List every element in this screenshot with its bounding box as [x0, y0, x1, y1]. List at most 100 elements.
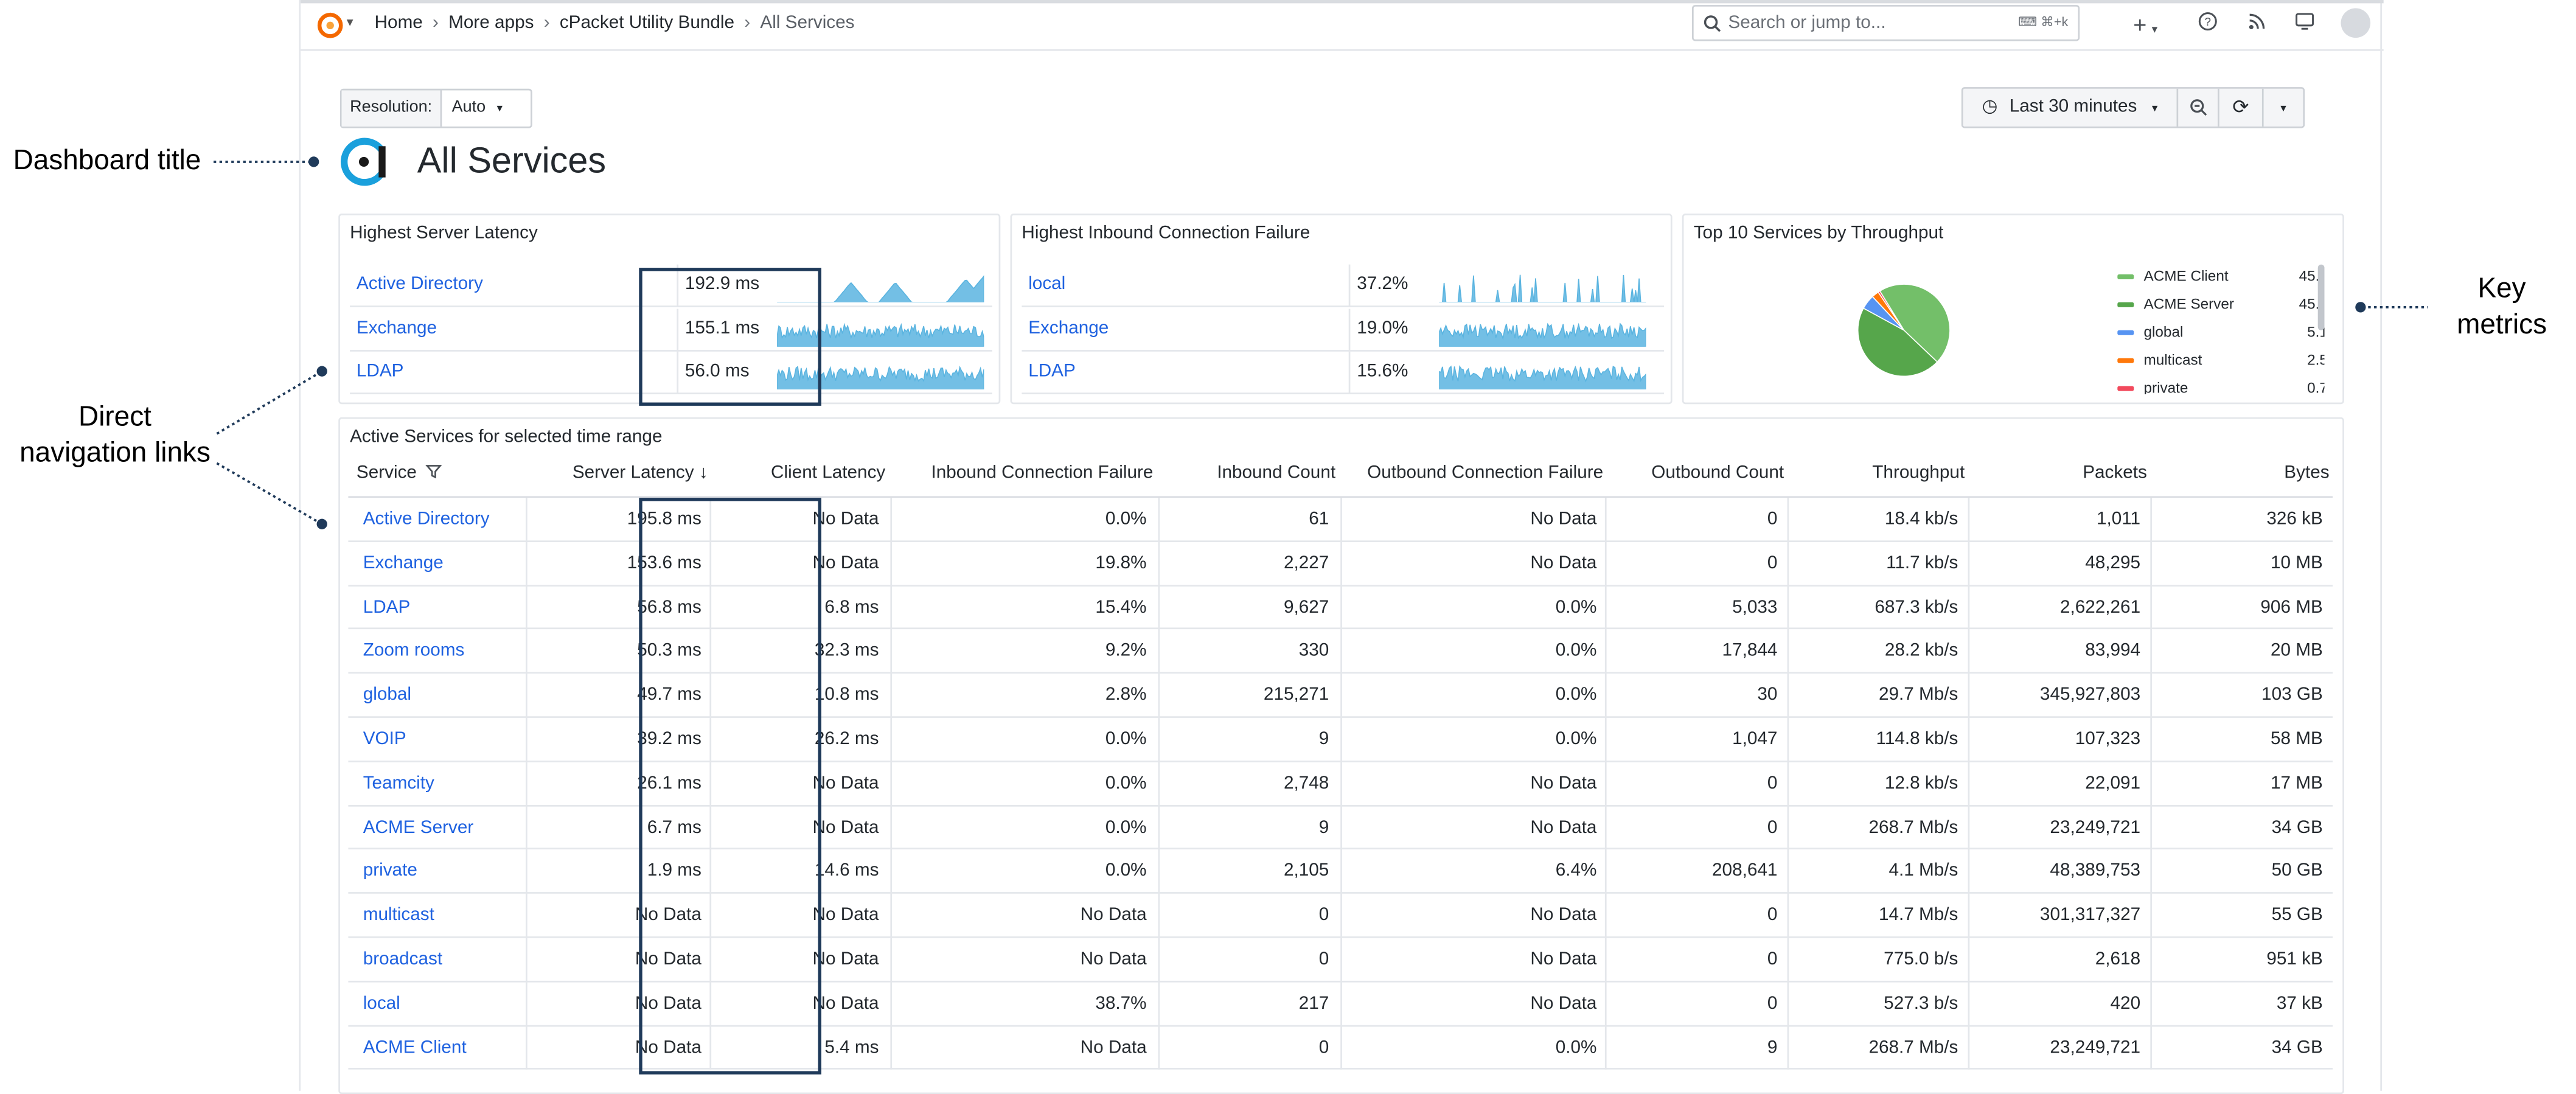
table-cell: 17 MB [2270, 773, 2323, 793]
table-cell: 208,641 [1712, 861, 1778, 882]
column-divider [1787, 498, 1789, 1070]
service-link[interactable]: Teamcity [363, 773, 434, 793]
search-shortcut-label: ⌘+k [2041, 15, 2069, 30]
throughput-panel-title: Top 10 Services by Throughput [1693, 223, 1944, 243]
resolution-label: Resolution: [341, 90, 442, 127]
column-header[interactable]: Packets [1971, 463, 2147, 483]
top-shadow [301, 0, 2384, 4]
column-header[interactable]: Throughput [1791, 463, 1965, 483]
grafana-logo-icon[interactable] [315, 10, 345, 47]
annotation-key-metrics-line2: metrics [2457, 308, 2547, 340]
service-link[interactable]: LDAP [1028, 361, 1076, 382]
table-cell: No Data [635, 905, 701, 925]
filter-icon[interactable] [417, 463, 442, 483]
table-cell: 10.8 ms [814, 685, 879, 705]
service-link[interactable]: LDAP [363, 597, 411, 618]
table-cell: No Data [635, 949, 701, 969]
refresh-icon: ⟳ [2232, 95, 2249, 119]
table-cell: 420 [2110, 993, 2141, 1014]
table-cell: 951 kB [2266, 949, 2323, 969]
table-cell: 30 [1757, 685, 1778, 705]
service-link[interactable]: ACME Client [363, 1037, 467, 1057]
service-link[interactable]: broadcast [363, 949, 443, 969]
time-range-picker[interactable]: ◷ Last 30 minutes ▾ [1963, 88, 2179, 127]
resolution-select[interactable]: Resolution: Auto ▾ [339, 88, 532, 128]
zoom-out-button[interactable] [2178, 88, 2219, 127]
table-cell: No Data [1080, 1037, 1147, 1057]
nav-links-highlight-table [639, 498, 821, 1075]
column-header[interactable]: Client Latency [711, 463, 885, 483]
column-header[interactable]: Bytes [2154, 463, 2329, 483]
resolution-value[interactable]: Auto ▾ [442, 91, 531, 127]
breadcrumb-more-apps[interactable]: More apps [448, 13, 534, 33]
service-link[interactable]: Active Directory [363, 509, 490, 529]
chevron-down-icon: ▾ [2280, 103, 2286, 115]
service-link[interactable]: local [1028, 274, 1066, 294]
table-cell: 301,317,327 [2039, 905, 2141, 925]
breadcrumb-cpacket-bundle[interactable]: cPacket Utility Bundle [559, 13, 735, 33]
legend-name: global [2143, 323, 2184, 340]
cell-divider [1348, 351, 1351, 394]
chevron-down-icon[interactable]: ▾ [346, 15, 353, 30]
service-link[interactable]: private [363, 861, 417, 882]
metric-row: LDAP 56.0 ms [350, 351, 992, 394]
rss-icon[interactable] [2244, 12, 2270, 38]
table-cell: 0.0% [1555, 729, 1597, 750]
service-link[interactable]: Exchange [1028, 318, 1109, 338]
nav-links-highlight-top [639, 268, 821, 406]
service-link[interactable]: Active Directory [356, 274, 483, 294]
column-header[interactable]: Server Latency ↓ [531, 463, 708, 483]
service-link[interactable]: ACME Server [363, 817, 474, 837]
table-cell: 5,033 [1732, 597, 1778, 618]
table-cell: 2,748 [1283, 773, 1329, 793]
service-link[interactable]: global [363, 685, 411, 705]
service-link[interactable]: Exchange [363, 553, 444, 573]
failure-panel: Highest Inbound Connection Failure local… [1010, 214, 1673, 405]
column-header[interactable]: Outbound Count [1607, 463, 1784, 483]
column-header[interactable]: Service [357, 463, 442, 483]
pie-slice-private[interactable] [1877, 290, 1904, 331]
service-link[interactable]: multicast [363, 905, 434, 925]
table-cell: 37 kB [2276, 993, 2323, 1014]
legend-scrollbar[interactable] [2317, 264, 2325, 330]
column-header[interactable]: Inbound Connection Failure [892, 463, 1153, 483]
legend-percent: 45.8% [2299, 296, 2325, 312]
refresh-interval-dropdown[interactable]: ▾ [2264, 89, 2303, 127]
table-cell: 1,047 [1732, 729, 1778, 750]
throughput-pie-chart [1857, 284, 1951, 377]
arrow-down-icon[interactable]: ↓ [694, 463, 708, 483]
help-icon[interactable]: ? [2195, 12, 2221, 38]
service-link[interactable]: VOIP [363, 729, 406, 750]
table-cell: 345,927,803 [2039, 685, 2141, 705]
service-link[interactable]: Zoom rooms [363, 641, 465, 661]
pie-slice-acme-server[interactable] [1857, 307, 1938, 377]
search-icon [1704, 15, 1721, 32]
table-cell: 49.7 ms [637, 685, 701, 705]
search-placeholder: Search or jump to... [1728, 13, 1886, 33]
legend-swatch [2117, 330, 2134, 335]
table-cell: 527.3 b/s [1884, 993, 1958, 1014]
tv-icon[interactable] [2292, 12, 2318, 38]
metric-value: 155.1 ms [684, 318, 760, 338]
service-link[interactable]: Exchange [356, 318, 437, 338]
table-cell: 20 MB [2270, 641, 2323, 661]
table-cell: 38.7% [1095, 993, 1147, 1014]
column-header[interactable]: Inbound Count [1160, 463, 1335, 483]
table-cell: 32.3 ms [814, 641, 879, 661]
table-cell: 0 [1318, 905, 1329, 925]
search-input[interactable]: Search or jump to... ⌨ ⌘+k [1692, 5, 2080, 41]
pie-slice-acme-client[interactable] [1879, 284, 1951, 363]
service-link[interactable]: local [363, 993, 400, 1014]
sparkline-chart [1439, 274, 1646, 302]
table-cell: 5.4 ms [824, 1037, 879, 1057]
add-button[interactable]: + ▾ [2124, 12, 2167, 38]
annotation-key-metrics-leader [2355, 302, 2428, 313]
service-link[interactable]: LDAP [356, 361, 404, 382]
column-header[interactable]: Outbound Connection Failure [1342, 463, 1603, 483]
breadcrumb-home[interactable]: Home [374, 13, 423, 33]
refresh-button[interactable]: ⟳ [2219, 88, 2264, 127]
table-cell: 2,622,261 [2059, 597, 2141, 618]
table-cell: No Data [812, 773, 879, 793]
avatar[interactable] [2341, 8, 2371, 38]
